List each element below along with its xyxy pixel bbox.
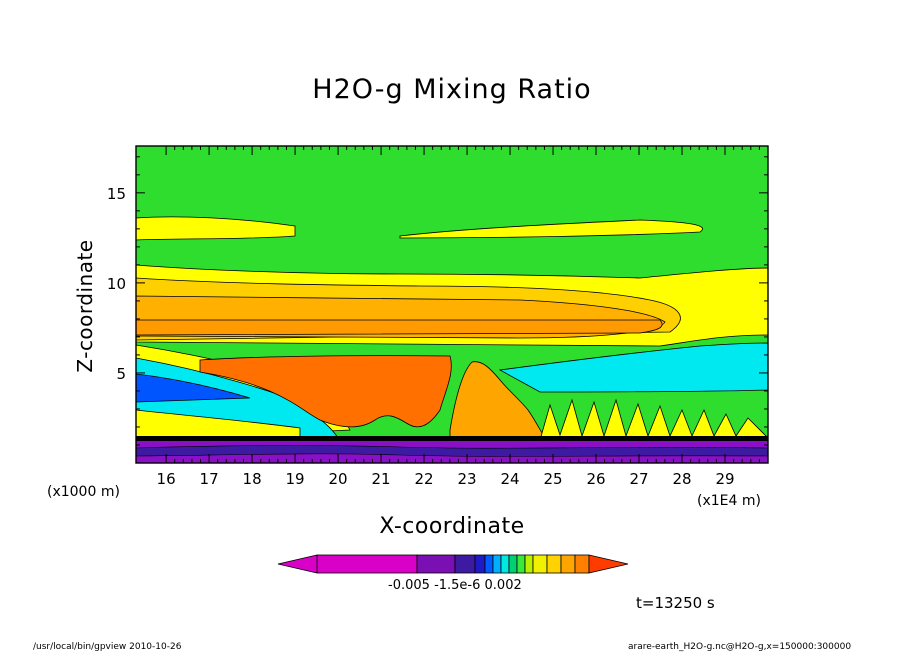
x-tick-label: 29	[715, 470, 734, 488]
x-tick-label: 25	[543, 470, 562, 488]
colorbar-segment	[492, 554, 502, 574]
band-convective-core	[199, 355, 452, 428]
x-axis-label: X-coordinate	[0, 514, 904, 539]
x-tick-label: 18	[243, 470, 262, 488]
band-left-blue	[136, 373, 251, 403]
colorbar-segment	[416, 554, 456, 574]
x-tick-label: 16	[157, 470, 176, 488]
band-surface-line	[136, 436, 768, 441]
colorbar-segment	[524, 554, 534, 574]
x-tick-label: 20	[329, 470, 348, 488]
band-upper-yellow-left	[136, 216, 296, 241]
contour-fill	[136, 146, 768, 463]
x-tick-label: 27	[629, 470, 648, 488]
colorbar-segment	[574, 554, 590, 574]
x-unit-left: (x1000 m)	[47, 484, 120, 500]
y-tick-label: 15	[107, 185, 126, 203]
band-core-orange	[136, 319, 663, 336]
x-tick-label: 26	[586, 470, 605, 488]
colorbar-segment	[474, 554, 486, 574]
colorbar-segment	[500, 554, 510, 574]
x-tick-label: 28	[672, 470, 691, 488]
x-tick-label: 23	[458, 470, 477, 488]
colorbar-segment	[516, 554, 526, 574]
colorbar-segment	[508, 554, 518, 574]
band-mid-cyan	[498, 342, 768, 393]
x-tick-label: 17	[200, 470, 219, 488]
footer-right: arare-earth_H2O-g.nc@H2O-g,x=150000:3000…	[628, 642, 852, 652]
colorbar-label: 0.002	[484, 578, 522, 593]
chart-title: H2O-g Mixing Ratio	[312, 74, 592, 105]
x-tick-label: 24	[500, 470, 519, 488]
colorbar-segment	[484, 554, 494, 574]
plot-frame	[135, 145, 769, 464]
y-axis-label: Z-coordinate	[73, 239, 97, 373]
band-lower-right-yellow	[539, 398, 768, 441]
y-tick-label: 5	[116, 365, 126, 383]
x-tick-label: 19	[286, 470, 305, 488]
colorbar-segment	[546, 554, 562, 574]
colorbar-segment	[560, 554, 576, 574]
band-surface-blue	[136, 445, 768, 457]
colorbar-label: -1.5e-6	[434, 578, 481, 593]
x-tick-label: 21	[372, 470, 391, 488]
x-tick-label: 22	[415, 470, 434, 488]
colorbar-segment	[454, 554, 476, 574]
band-plume-right	[449, 361, 546, 441]
band-left-lower-yellow	[136, 409, 301, 441]
colorbar-segment	[316, 554, 418, 574]
colorbar-arrow-low	[277, 554, 318, 574]
x-axis-label-text: X-coordinate	[379, 514, 525, 539]
colorbar-labels: -0.005 -1.5e-6 0.002	[388, 578, 522, 593]
band-upper-yellow-right	[399, 219, 703, 239]
time-annotation: t=13250 s	[636, 594, 715, 612]
footer-left: /usr/local/bin/gpview 2010-10-26	[33, 642, 182, 652]
colorbar	[277, 554, 629, 574]
x-unit-right: (x1E4 m)	[697, 493, 761, 509]
colorbar-arrow-high	[588, 554, 629, 574]
y-tick-label: 10	[107, 275, 126, 293]
colorbar-segment	[532, 554, 548, 574]
colorbar-label: -0.005	[388, 578, 430, 593]
